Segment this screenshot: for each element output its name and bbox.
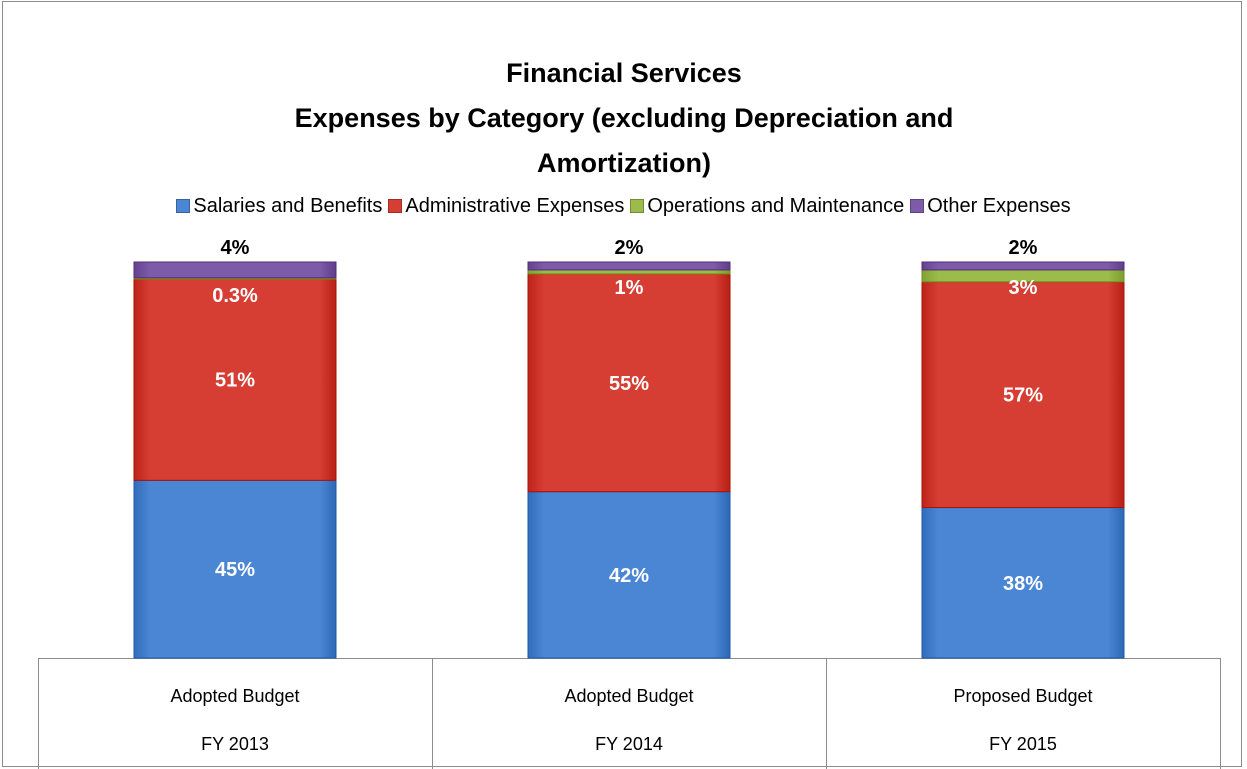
bar-segment — [133, 261, 337, 279]
legend-label: Operations and Maintenance — [647, 195, 905, 217]
bar-segment — [527, 261, 731, 271]
category-label: FY 2015 — [989, 734, 1057, 754]
legend-item: Operations and Maintenance — [630, 195, 904, 218]
data-label: 2% — [1009, 237, 1038, 259]
legend-swatch — [910, 199, 925, 213]
legend-item: Administrative Expenses — [388, 195, 624, 218]
category-label: Adopted Budget — [170, 686, 300, 706]
bar-segment — [921, 261, 1125, 271]
bar-segment — [527, 491, 731, 659]
bar-segment — [921, 281, 1125, 509]
data-label: 2% — [615, 237, 644, 259]
bar-segment — [133, 278, 337, 481]
legend-swatch — [388, 199, 403, 213]
data-label: 42% — [609, 565, 649, 587]
legend-item: Salaries and Benefits — [176, 195, 382, 218]
legend-label: Other Expenses — [927, 195, 1071, 217]
bar-stack-2 — [527, 261, 731, 659]
data-label: 0.3% — [212, 285, 258, 307]
legend-label: Administrative Expenses — [405, 195, 625, 217]
data-label: 51% — [215, 370, 255, 392]
chart-title-line-3: Amortization) — [537, 148, 711, 178]
bar-segment — [921, 507, 1125, 659]
data-label: 55% — [609, 373, 649, 395]
data-label: 3% — [1009, 277, 1038, 299]
bar-segment — [527, 273, 731, 493]
data-label: 45% — [215, 559, 255, 581]
data-label: 4% — [221, 237, 250, 259]
bar-segment — [527, 269, 731, 275]
chart-title-line-2: Expenses by Category (excluding Deprecia… — [294, 103, 954, 133]
legend-label: Salaries and Benefits — [193, 195, 383, 217]
category-label: FY 2014 — [595, 734, 663, 754]
data-label: 38% — [1003, 573, 1043, 595]
bar-segment — [133, 479, 337, 659]
legend-swatch — [176, 199, 191, 213]
data-label: 1% — [615, 277, 644, 299]
chart-title-line-1: Financial Services — [506, 58, 742, 88]
chart-legend: Salaries and Benefits Administrative Expe… — [0, 195, 1247, 218]
legend-swatch — [630, 199, 645, 213]
legend-item: Other Expenses — [910, 195, 1071, 218]
category-label: Proposed Budget — [953, 686, 1093, 706]
bar-stack-3 — [921, 261, 1125, 659]
category-label: FY 2013 — [201, 734, 269, 754]
category-label: Adopted Budget — [564, 686, 694, 706]
data-label: 57% — [1003, 385, 1043, 407]
bar-stack-1 — [133, 261, 337, 659]
